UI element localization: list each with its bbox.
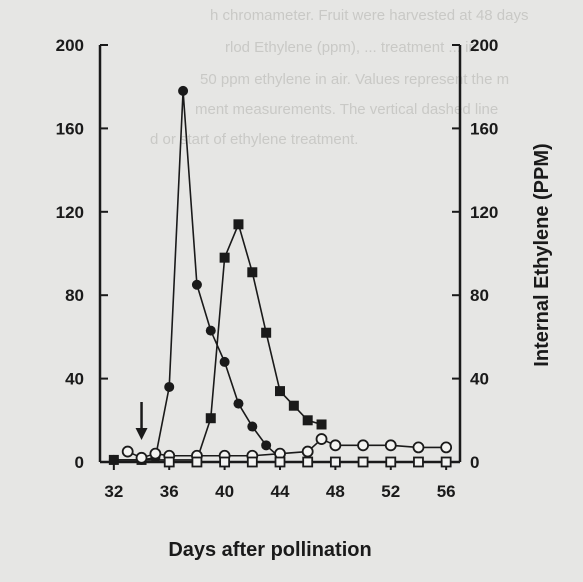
y2-axis-title: Internal Ethylene (PPM) [531,143,553,366]
filled-circle-point [205,325,216,336]
open-circle-point [315,433,328,445]
x-tick-label: 40 [215,482,234,501]
filled-square-point [108,454,119,465]
y2-tick-label: 200 [470,36,498,55]
filled-circle-point [191,279,202,290]
filled-square-point [288,400,299,411]
y-tick-label: 80 [65,286,84,305]
background-caption: h chromameter. Fruit were harvested at 4… [150,7,528,148]
x-tick-label: 48 [326,482,345,501]
filled-circle-point [247,421,258,432]
open-square-point [302,456,314,468]
open-square-point [440,456,452,468]
series-line-2 [113,221,322,461]
y2-tick-label: 0 [470,453,479,472]
open-square-point [385,456,397,468]
open-square-point [329,456,341,468]
open-square-point [163,456,175,468]
open-circle-point [149,447,162,460]
filled-circle-point [261,440,272,451]
open-square-point [219,456,231,468]
filled-square-point [316,419,327,430]
plot-area [108,85,453,468]
x-tick-label: 32 [104,482,123,501]
y-tick-label: 40 [65,370,84,389]
y2-tick-label: 160 [470,119,498,138]
filled-square-point [205,413,216,424]
x-tick-label: 52 [381,482,400,501]
y-tick-label: 120 [56,203,84,222]
filled-circle-point [233,398,244,409]
open-square-point [357,456,369,468]
background-caption-line: h chromameter. Fruit were harvested at 4… [210,7,528,24]
filled-circle-point [219,356,230,367]
open-square-point [274,456,286,468]
y2-tick-label: 120 [470,203,498,222]
background-caption-line: ment measurements. The vertical dashed l… [195,101,498,118]
filled-square-point [219,252,230,263]
open-circle-point [329,439,342,452]
open-circle-point [135,451,148,464]
filled-square-point [247,267,258,278]
x-tick-label: 44 [271,482,290,501]
open-circle-point [301,445,314,458]
background-caption-line: 50 ppm ethylene in air. Values represent… [200,71,509,88]
filled-circle-point [178,85,189,96]
open-circle-point [384,439,397,452]
filled-square-point [302,415,313,426]
filled-square-point [233,219,244,230]
x-tick-label: 36 [160,482,179,501]
filled-square-point [261,327,272,338]
filled-square-point [275,386,285,397]
x-axis-title: Days after pollination [168,539,371,561]
y-tick-label: 200 [56,36,84,55]
x-tick-label: 56 [437,482,456,501]
open-circle-point [440,441,453,454]
y2-tick-label: 40 [470,370,489,389]
open-circle-point [357,439,369,452]
open-square-point [413,456,424,468]
y-tick-label: 160 [56,119,84,138]
series-line-3 [127,438,447,459]
background-caption-line: rlod Ethylene (ppm), ... treatment ... i… [225,39,477,56]
open-circle-point [412,441,425,454]
open-square-point [246,456,258,468]
y2-tick-label: 80 [470,286,489,305]
open-circle-point [121,445,134,458]
open-square-point [191,456,203,468]
background-caption-line: d or start of ethylene treatment. [150,131,358,148]
y-tick-label: 0 [75,453,84,472]
filled-circle-point [164,381,175,392]
treatment-arrow-head [135,428,148,440]
